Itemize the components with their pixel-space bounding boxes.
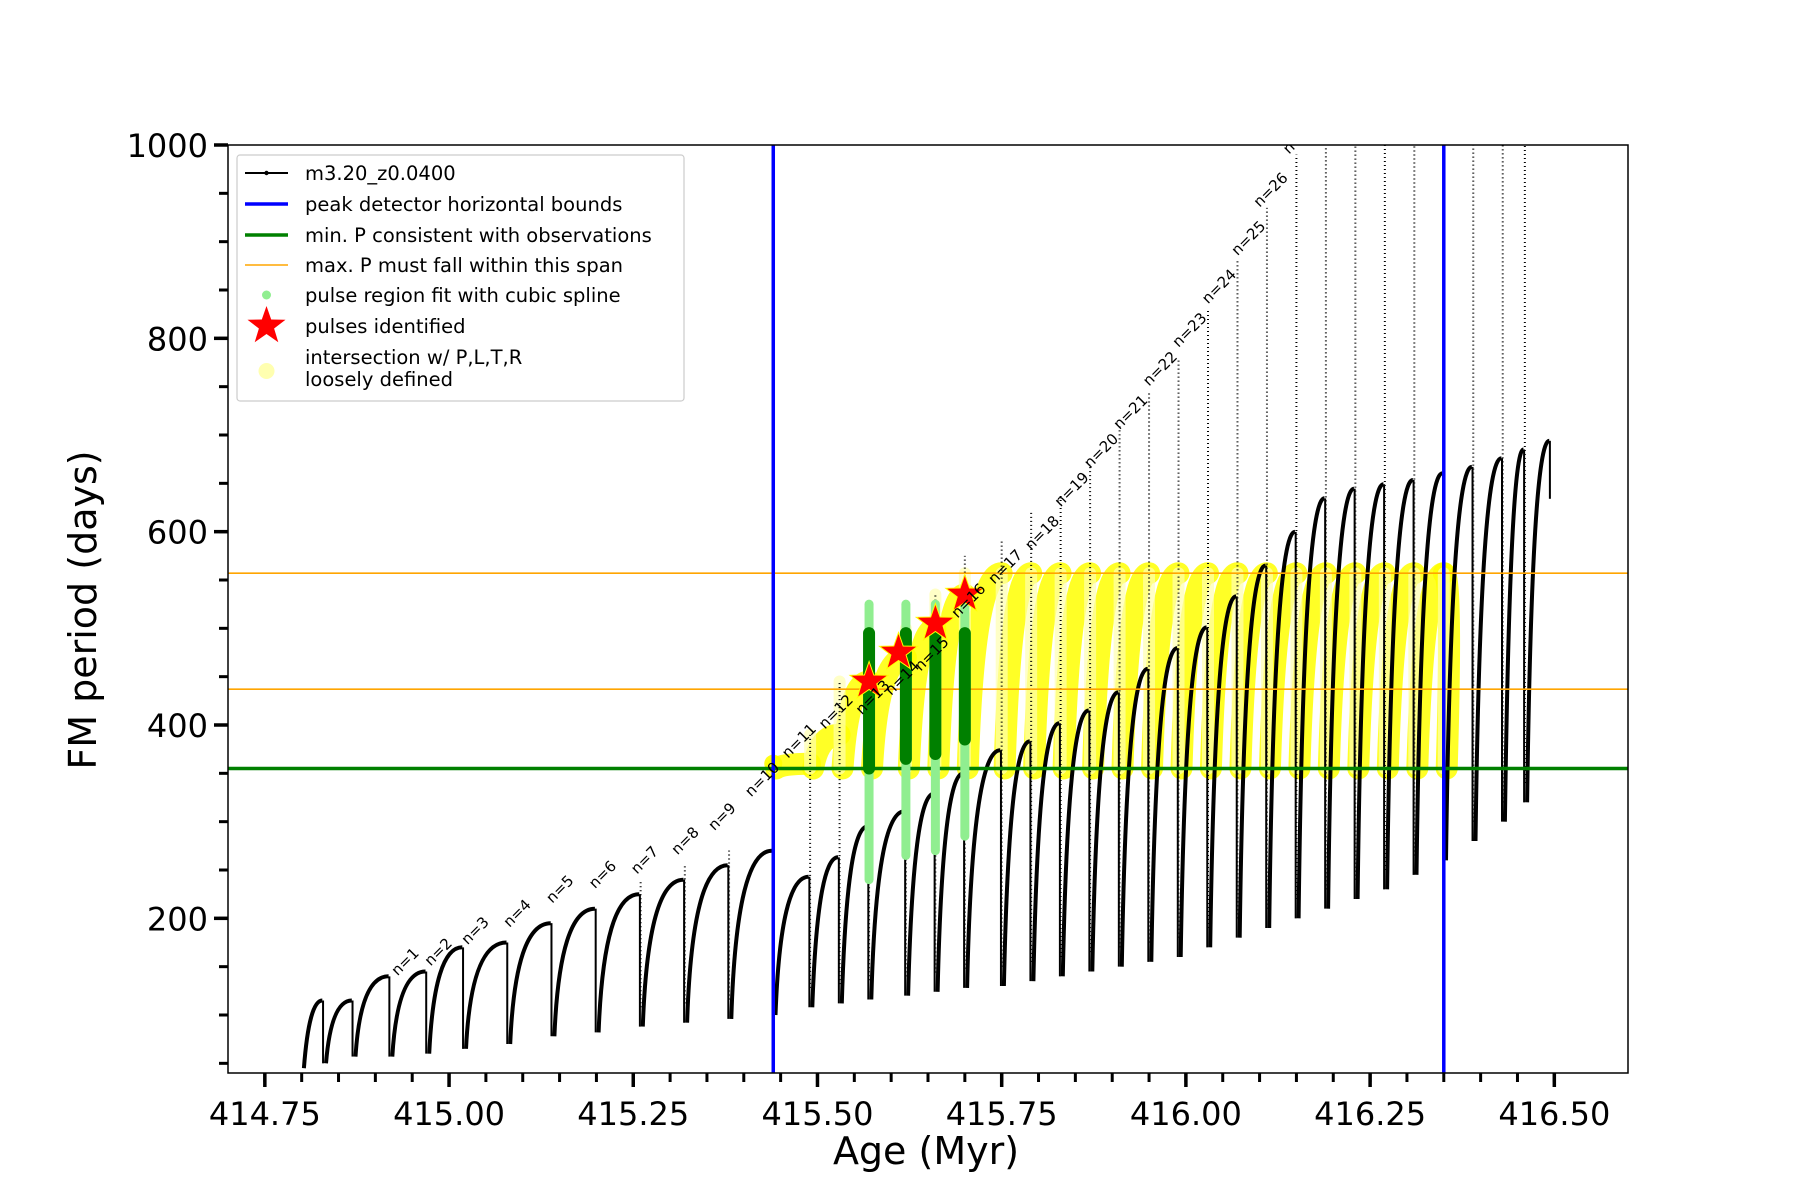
x-axis: 414.75 415.00 415.25 415.50 415.75 416.00 416.… xyxy=(209,1073,1610,1133)
legend-box xyxy=(236,154,685,402)
pulse-curve xyxy=(1444,464,1473,861)
x-tick-label: 416.50 xyxy=(1498,1095,1610,1133)
y-tick-label: 1000 xyxy=(127,127,208,165)
x-tick-label: 415.50 xyxy=(761,1095,873,1133)
legend-label: peak detector horizontal bounds xyxy=(305,193,622,216)
pulse-curve xyxy=(390,969,426,1057)
pulse-star xyxy=(848,659,890,699)
pulse-curve xyxy=(869,809,905,1000)
y-tick-label: 600 xyxy=(147,514,208,552)
pulse-curve xyxy=(773,874,809,1016)
pulse-curve xyxy=(1119,666,1149,967)
pulse-star xyxy=(944,572,986,612)
pulse-curve xyxy=(685,863,728,1023)
x-tick-label: 414.75 xyxy=(209,1095,321,1133)
x-tick-label: 416.25 xyxy=(1314,1095,1426,1133)
pulse-curve xyxy=(1001,739,1031,987)
legend-swatch-star xyxy=(247,306,286,343)
pulses-identified xyxy=(848,572,986,699)
pulse-curve xyxy=(324,998,353,1064)
pulse-curve xyxy=(1267,529,1296,929)
pulse-curve xyxy=(464,940,507,1049)
legend-label: pulse region fit with cubic spline xyxy=(305,284,621,307)
pulse-curve xyxy=(1208,594,1237,948)
pulse-curve xyxy=(906,791,935,996)
pulse-curve xyxy=(640,877,684,1027)
pulse-curve xyxy=(353,974,389,1057)
pulse-curve xyxy=(301,998,323,1069)
pulse-curve xyxy=(965,748,1001,988)
y-axis: 200 400 600 800 1000 xyxy=(127,127,228,1065)
pulse-curve xyxy=(1326,486,1355,909)
legend-label: m3.20_z0.0400 xyxy=(305,162,456,185)
legend-label: intersection w/ P,L,T,R xyxy=(305,346,522,369)
legend-label: min. P consistent with observations xyxy=(305,224,652,247)
pulse-curve xyxy=(1502,447,1525,822)
y-tick-label: 200 xyxy=(147,900,208,938)
x-axis-title: Age (Myr) xyxy=(833,1129,1019,1173)
pulse-star xyxy=(878,630,919,670)
legend-label: max. P must fall within this span xyxy=(305,254,623,277)
pulse-curve xyxy=(1031,721,1060,982)
pulse-curve xyxy=(810,855,839,1008)
pulse-curve xyxy=(1355,482,1385,900)
pulse-curve xyxy=(1296,496,1326,919)
legend-label: loosely defined xyxy=(305,368,453,391)
pulse-curve xyxy=(1060,708,1090,977)
x-tick-label: 415.25 xyxy=(577,1095,689,1133)
pulse-curve xyxy=(1525,438,1551,803)
pulse-curve xyxy=(1149,646,1178,962)
pulse-curve xyxy=(1385,478,1414,890)
pulse-curve xyxy=(1237,563,1267,938)
y-tick-label: 400 xyxy=(147,707,208,745)
legend-swatch-marker xyxy=(264,170,269,176)
x-tick-label: 415.75 xyxy=(946,1095,1058,1133)
x-tick-label: 415.00 xyxy=(393,1095,505,1133)
legend-swatch-dot xyxy=(262,290,271,300)
pulse-curve xyxy=(552,906,596,1037)
y-tick-label: 800 xyxy=(147,320,208,358)
pulse-curve xyxy=(1178,625,1208,958)
pulse-curve xyxy=(508,921,551,1045)
pulse-curve xyxy=(729,848,773,1019)
plot-area: n=1n=2n=3 n=4n=5 n=6 n=7n=8n=9n=10n=11n=12n… xyxy=(228,145,1628,1073)
legend-label: pulses identified xyxy=(305,315,466,338)
pulse-curve xyxy=(1473,456,1503,842)
legend-swatch-circle xyxy=(258,363,275,379)
reference-lines xyxy=(228,145,1628,1073)
pulse-star xyxy=(914,601,956,641)
y-axis-title: FM period (days) xyxy=(61,450,105,769)
pulse-curve xyxy=(427,945,463,1054)
x-tick-label: 416.00 xyxy=(1130,1095,1242,1133)
pulse-curve xyxy=(839,824,869,1004)
pulse-curve xyxy=(935,771,965,992)
pulse-curve xyxy=(1090,690,1119,972)
spline-regions xyxy=(863,599,971,885)
pulse-curve xyxy=(596,892,640,1033)
